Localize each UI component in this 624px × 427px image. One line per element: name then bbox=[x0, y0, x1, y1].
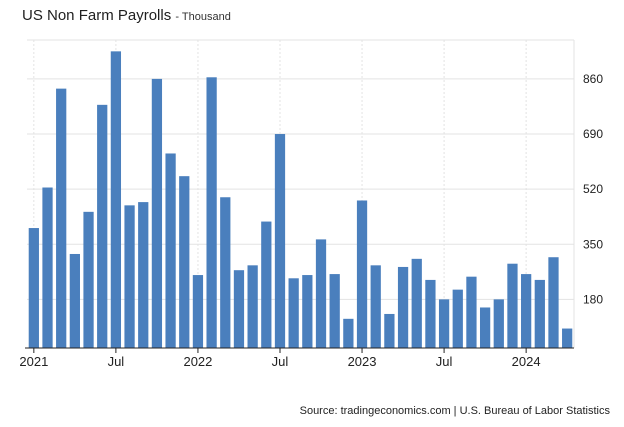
x-tick-label: Jul bbox=[272, 354, 289, 369]
bar: Sep 2022: 255 bbox=[302, 275, 313, 348]
chart-title: US Non Farm Payrolls - Thousand bbox=[22, 7, 231, 24]
source-note: Source: tradingeconomics.com | U.S. Bure… bbox=[299, 405, 610, 417]
chart-title-text: US Non Farm Payrolls bbox=[22, 7, 172, 24]
bar: Mar 2024: 310 bbox=[548, 257, 559, 348]
bar: Jan 2024: 258 bbox=[521, 274, 532, 348]
chart-subtitle: - Thousand bbox=[175, 11, 231, 23]
bar: Dec 2022: 120 bbox=[343, 318, 354, 348]
y-tick-label: 860 bbox=[583, 72, 603, 86]
x-tick-label: 2024 bbox=[512, 354, 541, 369]
bar: Jun 2023: 240 bbox=[425, 279, 436, 348]
x-tick-label: 2021 bbox=[19, 354, 48, 369]
y-tick-label: 350 bbox=[583, 237, 603, 251]
bar: Mar 2023: 135 bbox=[384, 313, 395, 348]
bar: Jan 2022: 255 bbox=[192, 275, 204, 348]
bar: Jun 2022: 420 bbox=[261, 221, 272, 348]
bar: Mar 2022: 495 bbox=[220, 197, 231, 348]
bar: Aug 2021: 470 bbox=[124, 205, 135, 348]
bar: Jul 2022: 690 bbox=[274, 134, 286, 348]
bar: Apr 2021: 320 bbox=[69, 253, 80, 348]
bar: Nov 2023: 180 bbox=[493, 299, 504, 348]
bar: Feb 2023: 285 bbox=[370, 265, 381, 348]
bar: Dec 2023: 290 bbox=[507, 263, 518, 348]
bar: May 2021: 450 bbox=[83, 211, 94, 348]
x-tick-label: Jul bbox=[108, 354, 125, 369]
bar: Sep 2023: 250 bbox=[466, 276, 477, 348]
bar: Jun 2021: 780 bbox=[97, 104, 108, 348]
x-tick-label: Jul bbox=[436, 354, 453, 369]
bar: May 2023: 305 bbox=[411, 258, 422, 348]
y-tick-label: 520 bbox=[583, 182, 603, 196]
bar: Jan 2021: 400 bbox=[28, 228, 39, 348]
bar: Jul 2021: 945 bbox=[110, 51, 122, 348]
bar: Mar 2021: 830 bbox=[56, 88, 67, 348]
y-tick-label: 690 bbox=[583, 127, 603, 141]
bar: Apr 2022: 270 bbox=[233, 270, 245, 348]
bar: Apr 2024: 90 bbox=[562, 328, 573, 348]
bar: Oct 2021: 860 bbox=[151, 78, 163, 348]
y-tick-label: 180 bbox=[583, 292, 603, 306]
bar: Nov 2022: 258 bbox=[329, 274, 340, 348]
bar: Aug 2023: 210 bbox=[452, 289, 463, 348]
bar: May 2022: 285 bbox=[247, 265, 258, 348]
bar: Jan 2023: 485 bbox=[356, 200, 368, 348]
bar: Sep 2021: 480 bbox=[138, 202, 149, 348]
x-tick-label: 2023 bbox=[348, 354, 377, 369]
bar: Oct 2022: 365 bbox=[315, 239, 327, 348]
bar: Oct 2023: 155 bbox=[479, 307, 491, 348]
bar: Aug 2022: 245 bbox=[288, 278, 299, 348]
bar: Dec 2021: 560 bbox=[179, 176, 190, 348]
x-tick-label: 2022 bbox=[183, 354, 212, 369]
bar: Feb 2021: 525 bbox=[42, 187, 53, 348]
bar: Jul 2023: 180 bbox=[438, 299, 450, 348]
bar: Apr 2023: 280 bbox=[397, 266, 409, 348]
bar: Nov 2021: 630 bbox=[165, 153, 176, 348]
bar: Feb 2022: 865 bbox=[206, 77, 217, 348]
bar: Feb 2024: 240 bbox=[534, 279, 545, 348]
